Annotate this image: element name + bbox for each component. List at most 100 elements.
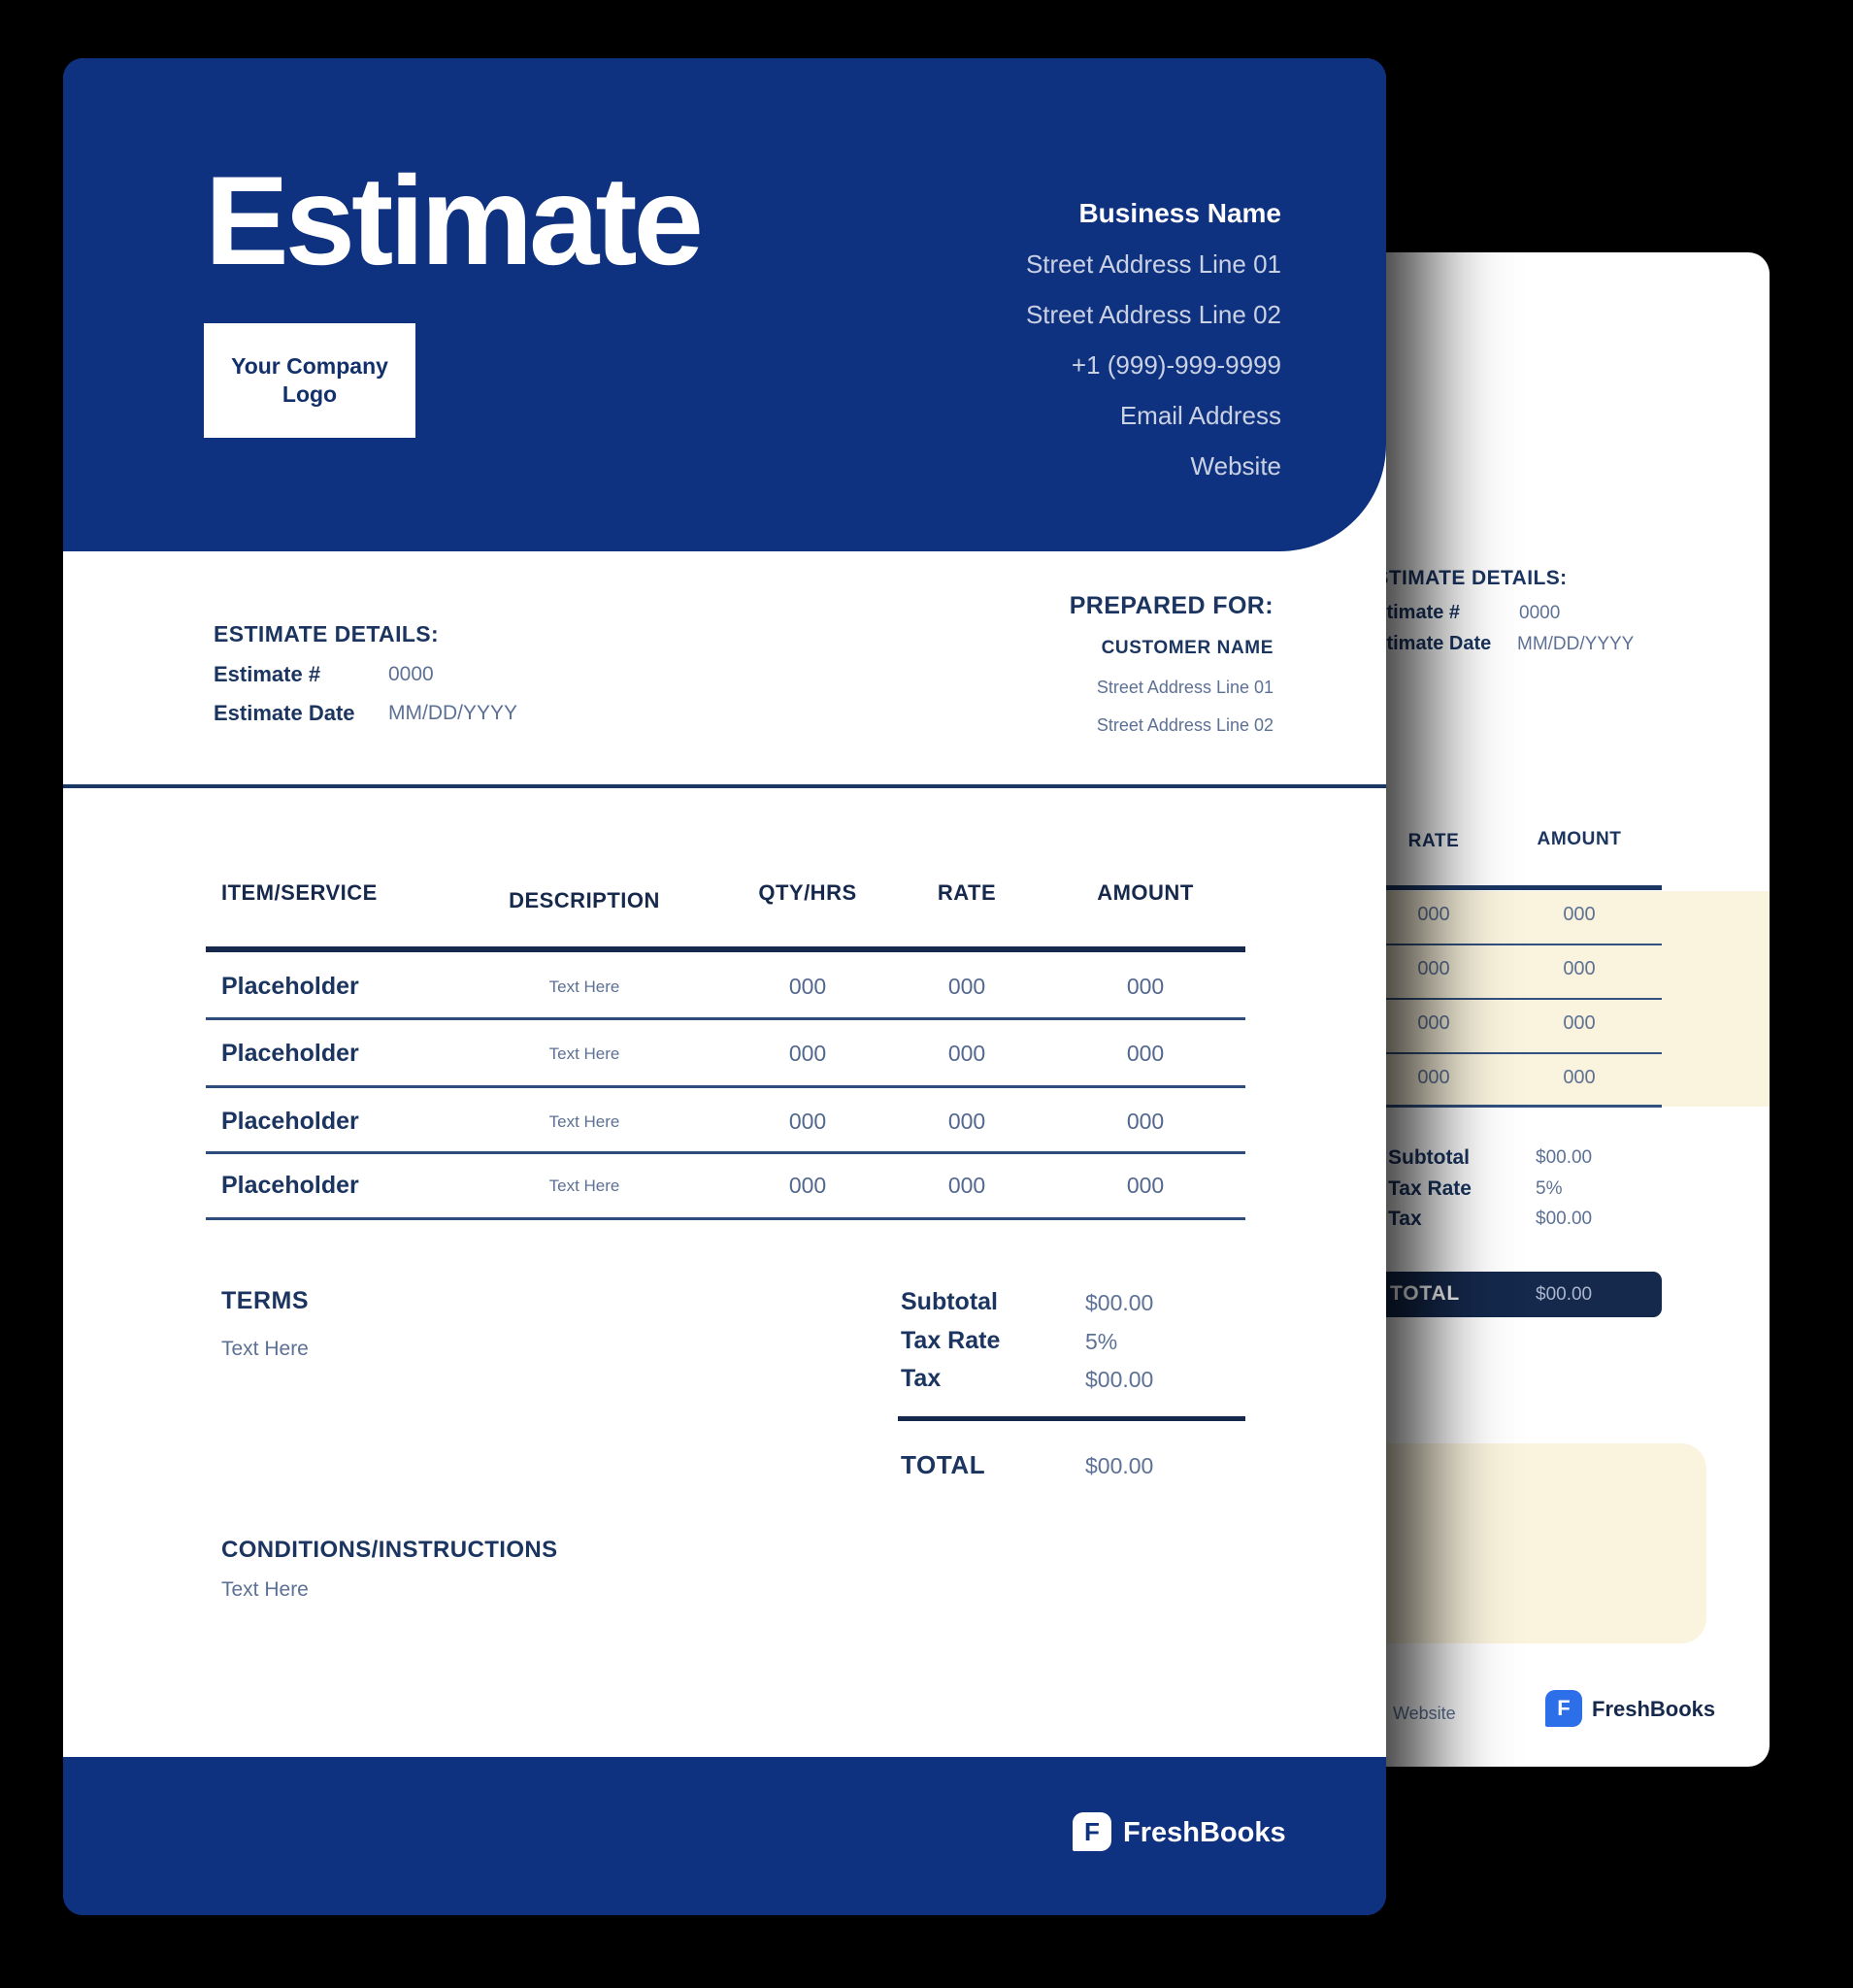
column-header-rate: RATE [937, 880, 997, 905]
page2-column-header-rate: RATE [1407, 831, 1460, 851]
freshbooks-logo-text: FreshBooks [1592, 1697, 1716, 1721]
logo-text-line1: Your Company [231, 353, 388, 380]
row-amount: 000 [1126, 1173, 1165, 1198]
row-divider [206, 1017, 1245, 1020]
row-qty: 000 [788, 1173, 827, 1198]
estimate-date-label: Estimate Date [214, 701, 355, 725]
row-amount: 000 [1126, 1109, 1165, 1134]
page2-cell-amount: 000 [1563, 958, 1596, 979]
page2-column-header-amount: AMOUNT [1537, 829, 1622, 849]
page2-table-bottom-rule [1233, 1105, 1662, 1108]
row-description: Text Here [548, 977, 620, 996]
row-amount: 000 [1126, 974, 1165, 999]
tax-label: Tax [901, 1365, 942, 1392]
header-band [63, 58, 1386, 551]
estimate-date-value: MM/DD/YYYY [388, 702, 518, 724]
page2-subtotal-value: $00.00 [1536, 1147, 1593, 1168]
page2-row-divider [1233, 1052, 1662, 1054]
estimate-page-1: Estimate Your Company Logo Business Name… [63, 58, 1386, 1915]
business-name: Business Name [1078, 198, 1281, 228]
page2-cell-rate: 000 [1417, 1067, 1450, 1088]
column-header-description: DESCRIPTION [509, 888, 660, 912]
page2-cell-amount: 000 [1563, 1012, 1596, 1034]
prepared-for-heading: PREPARED FOR: [1069, 592, 1274, 619]
tax-rate-label: Tax Rate [901, 1327, 1001, 1354]
page2-details-heading: ESTIMATE DETAILS: [1361, 567, 1568, 589]
column-header-qty-hrs: QTY/HRS [758, 880, 857, 905]
page2-row-divider [1233, 998, 1662, 1000]
customer-name: CUSTOMER NAME [1101, 638, 1274, 658]
page2-total-label: TOTAL [1390, 1282, 1461, 1305]
row-item: Placeholder [221, 1040, 359, 1067]
customer-address-line2: Street Address Line 02 [1096, 715, 1274, 735]
row-rate: 000 [947, 1041, 986, 1066]
table-bottom-rule [206, 1217, 1245, 1220]
page2-subtotal-label: Subtotal [1388, 1146, 1470, 1169]
terms-text: Text Here [221, 1338, 309, 1360]
page2-website-text: Website [1393, 1704, 1456, 1723]
row-amount: 000 [1126, 1041, 1165, 1066]
page2-tax-rate-label: Tax Rate [1388, 1177, 1472, 1200]
column-header-item-service: ITEM/SERVICE [221, 880, 378, 905]
page2-tax-value: $00.00 [1536, 1209, 1593, 1229]
conditions-heading: CONDITIONS/INSTRUCTIONS [221, 1537, 558, 1563]
page2-estimate-date-label: Estimate Date [1363, 633, 1492, 654]
row-description: Text Here [548, 1176, 620, 1195]
row-item: Placeholder [221, 1108, 359, 1135]
row-rate: 000 [947, 1173, 986, 1198]
document-title: Estimate [205, 149, 704, 291]
row-item: Placeholder [221, 973, 359, 1000]
estimate-number-value: 0000 [388, 663, 434, 685]
customer-address-line1: Street Address Line 01 [1096, 678, 1274, 697]
tax-rate-value: 5% [1085, 1329, 1118, 1354]
subtotal-value: $00.00 [1085, 1290, 1154, 1315]
page2-cell-amount: 000 [1563, 1067, 1596, 1088]
row-divider [206, 1151, 1245, 1154]
page2-cell-rate: 000 [1417, 958, 1450, 979]
business-phone: +1 (999)-999-9999 [1071, 350, 1281, 380]
page2-cell-rate: 000 [1417, 904, 1450, 925]
freshbooks-logo-icon: F [1545, 1690, 1582, 1727]
page2-tax-rate-value: 5% [1536, 1178, 1563, 1199]
section-divider [63, 784, 1386, 788]
company-logo-placeholder: Your Company Logo [204, 323, 415, 438]
page2-cell-amount: 000 [1563, 904, 1596, 925]
page2-tax-label: Tax [1388, 1208, 1422, 1230]
page2-estimate-date-value: MM/DD/YYYY [1517, 634, 1635, 654]
row-rate: 000 [947, 974, 986, 999]
freshbooks-logo-icon: F [1073, 1812, 1111, 1851]
page2-table-header-rule [1233, 885, 1662, 890]
row-item: Placeholder [221, 1172, 359, 1199]
business-email: Email Address [1119, 401, 1281, 430]
footer-band [63, 1757, 1386, 1915]
subtotal-label: Subtotal [901, 1288, 998, 1315]
row-qty: 000 [788, 974, 827, 999]
row-description: Text Here [548, 1044, 620, 1063]
page2-row-divider [1233, 944, 1662, 945]
page2-cell-rate: 000 [1417, 1012, 1450, 1034]
page2-estimate-number-label: Estimate # [1363, 602, 1461, 623]
row-rate: 000 [947, 1109, 986, 1134]
business-info-block: Business Name Street Address Line 01 Str… [1026, 188, 1281, 491]
total-value: $00.00 [1085, 1453, 1154, 1478]
row-qty: 000 [788, 1041, 827, 1066]
conditions-text: Text Here [221, 1578, 309, 1601]
estimate-details-heading: ESTIMATE DETAILS: [214, 621, 440, 646]
row-qty: 000 [788, 1109, 827, 1134]
row-description: Text Here [548, 1112, 620, 1131]
column-header-amount: AMOUNT [1097, 880, 1194, 905]
row-divider [206, 1085, 1245, 1088]
terms-heading: TERMS [221, 1287, 309, 1314]
logo-text-line2: Logo [281, 381, 338, 407]
table-header-rule [206, 946, 1245, 952]
estimate-number-label: Estimate # [214, 662, 321, 686]
tax-value: $00.00 [1085, 1367, 1154, 1392]
page2-estimate-number-value: 0000 [1519, 603, 1561, 623]
business-address-line1: Street Address Line 01 [1025, 249, 1281, 279]
page2-total-value: $00.00 [1536, 1284, 1593, 1305]
total-label: TOTAL [901, 1450, 986, 1479]
business-address-line2: Street Address Line 02 [1025, 300, 1281, 329]
business-website: Website [1190, 451, 1281, 480]
totals-divider [898, 1416, 1245, 1421]
